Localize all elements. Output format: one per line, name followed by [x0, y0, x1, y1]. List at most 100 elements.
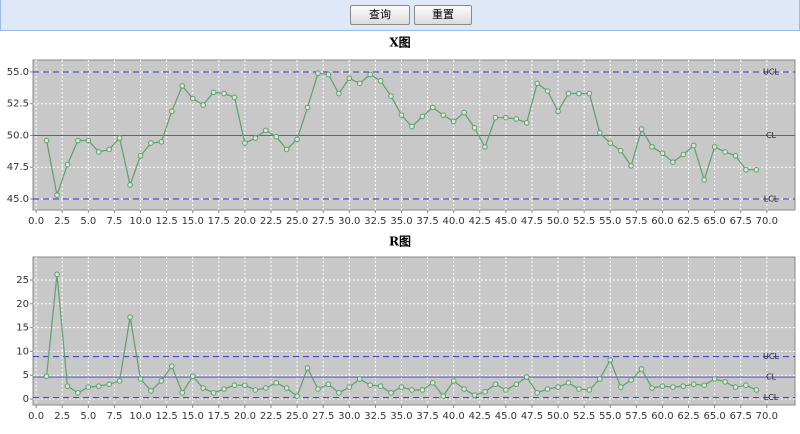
data-point — [450, 378, 457, 384]
y-tick-label: 0 — [23, 394, 29, 405]
data-point — [419, 113, 426, 120]
x-tick-label: 20.0 — [234, 216, 256, 227]
data-point — [388, 93, 394, 99]
y-tick-label: 5 — [23, 370, 29, 381]
data-point — [200, 102, 206, 108]
y-tick-label: 52.5 — [7, 99, 29, 110]
reset-button[interactable]: 重置 — [414, 5, 472, 25]
x-tick-label: 12.5 — [155, 216, 177, 227]
data-point — [252, 135, 259, 141]
data-point — [346, 75, 353, 82]
x-tick-label: 30.0 — [338, 411, 360, 422]
x-tick-label: 57.5 — [625, 411, 647, 422]
data-point — [409, 123, 415, 130]
x-tick-label: 62.5 — [677, 411, 699, 422]
data-point — [555, 384, 561, 390]
data-point — [576, 90, 582, 97]
y-tick-label: 20 — [16, 299, 29, 310]
data-point — [690, 142, 697, 149]
x-tick-label: 17.5 — [208, 216, 230, 227]
control-line-label: UCL — [763, 67, 779, 76]
y-tick-label: 55.0 — [7, 67, 29, 78]
x-tick-label: 12.5 — [155, 411, 177, 422]
data-point — [231, 94, 238, 101]
x-tick-label: 17.5 — [208, 411, 230, 422]
data-point — [377, 78, 384, 84]
data-point — [732, 384, 739, 390]
x-tick-label: 47.5 — [521, 216, 543, 227]
x-tick-label: 50.0 — [547, 216, 569, 227]
x-tick-label: 55.0 — [599, 216, 621, 227]
x-tick-label: 15.0 — [182, 216, 204, 227]
data-point — [555, 108, 561, 115]
control-line-label: CL — [766, 131, 777, 140]
data-point — [649, 385, 655, 391]
data-point — [262, 127, 269, 134]
data-point — [440, 393, 447, 399]
data-point — [586, 90, 593, 97]
data-point — [106, 146, 112, 153]
data-point — [597, 130, 603, 136]
data-point — [722, 149, 728, 155]
y-tick-label: 10 — [16, 346, 29, 357]
data-point — [283, 385, 290, 391]
data-point — [534, 80, 540, 87]
data-point — [356, 80, 363, 87]
x-tick-label: 70.0 — [756, 411, 778, 422]
query-button[interactable]: 查询 — [350, 5, 410, 25]
data-point — [743, 166, 749, 173]
data-point — [54, 271, 60, 278]
data-point — [179, 83, 186, 89]
data-point — [492, 114, 499, 121]
data-point — [262, 385, 269, 391]
data-point — [649, 144, 655, 150]
x-tick-label: 15.0 — [182, 411, 204, 422]
x-tick-label: 20.0 — [234, 411, 256, 422]
data-point — [753, 166, 760, 173]
control-line-label: UCL — [763, 352, 779, 361]
y-tick-label: 50.0 — [7, 130, 29, 141]
x-tick-label: 5.0 — [80, 216, 96, 227]
data-point — [565, 90, 572, 97]
data-point — [127, 182, 133, 188]
x-tick-label: 60.0 — [651, 216, 673, 227]
data-point — [743, 382, 749, 388]
data-point — [336, 90, 342, 97]
data-point — [231, 382, 238, 388]
data-point — [398, 384, 405, 390]
x-tick-label: 67.5 — [730, 411, 752, 422]
x-tick-label: 37.5 — [416, 411, 438, 422]
x-tick-label: 27.5 — [312, 411, 334, 422]
x-tick-label: 22.5 — [260, 216, 282, 227]
data-point — [523, 374, 530, 380]
data-point — [377, 383, 384, 389]
y-tick-label: 45.0 — [7, 194, 29, 205]
data-point — [461, 386, 467, 392]
x-tick-label: 40.0 — [443, 411, 465, 422]
data-point — [252, 387, 259, 393]
x-tick-label: 65.0 — [703, 216, 725, 227]
data-point — [638, 366, 645, 372]
data-point — [690, 381, 697, 388]
x-tick-label: 2.5 — [54, 411, 70, 422]
data-point — [409, 387, 415, 393]
data-point — [482, 389, 488, 395]
data-point — [482, 144, 488, 150]
data-point — [680, 383, 687, 389]
data-point — [513, 116, 520, 122]
data-point — [315, 70, 321, 77]
data-point — [659, 150, 666, 157]
data-point — [367, 71, 373, 78]
x-tick-label: 52.5 — [573, 216, 595, 227]
data-point — [116, 135, 123, 141]
data-point — [670, 384, 676, 390]
x-tick-label: 37.5 — [416, 216, 438, 227]
data-point — [701, 382, 707, 388]
data-point — [315, 386, 321, 392]
data-point — [137, 152, 144, 159]
x-tick-label: 42.5 — [469, 216, 491, 227]
data-point — [513, 381, 520, 388]
control-line-label: LCL — [764, 393, 779, 402]
data-point — [325, 71, 332, 78]
data-point — [158, 378, 165, 384]
